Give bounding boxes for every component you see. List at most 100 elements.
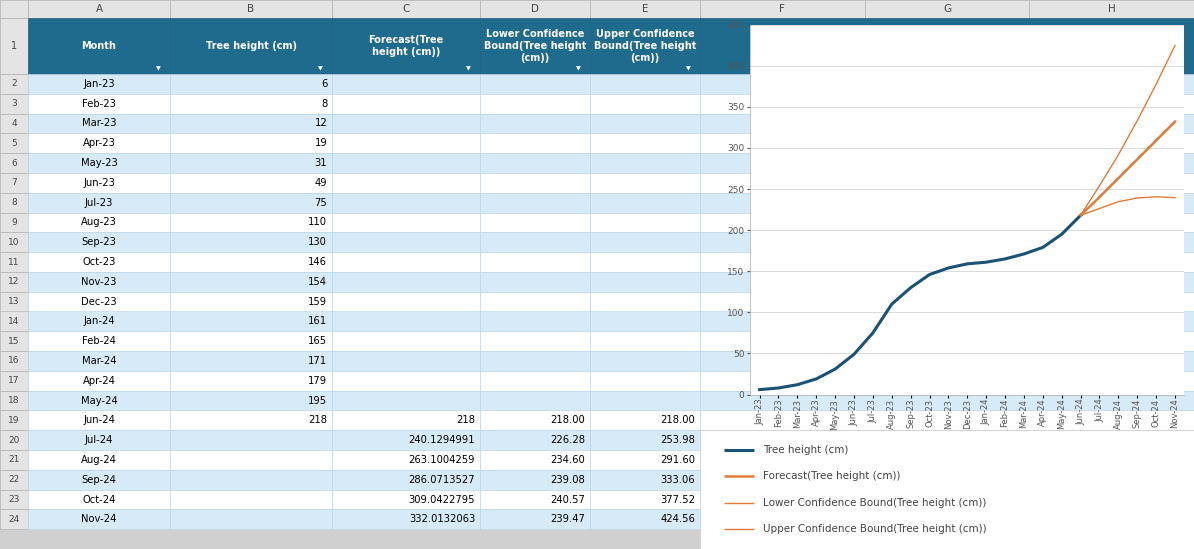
Text: Oct-23: Oct-23 bbox=[82, 257, 116, 267]
Text: Jun-24: Jun-24 bbox=[84, 416, 115, 425]
Text: 22: 22 bbox=[8, 475, 19, 484]
Bar bbox=[590, 173, 700, 193]
Bar bbox=[27, 272, 170, 292]
Tree height (cm) bbox=[960, 261, 974, 267]
Bar bbox=[170, 450, 332, 470]
Text: 1: 1 bbox=[11, 41, 17, 51]
Text: 218: 218 bbox=[308, 416, 327, 425]
Text: ▼: ▼ bbox=[155, 66, 160, 71]
Bar bbox=[332, 193, 480, 212]
Forecast(Tree height (cm)) bbox=[1168, 118, 1182, 125]
Bar bbox=[170, 193, 332, 212]
Bar bbox=[27, 391, 170, 411]
Bar bbox=[480, 272, 590, 292]
Bar bbox=[480, 114, 590, 133]
Bar bbox=[590, 133, 700, 153]
Bar bbox=[170, 311, 332, 331]
Bar bbox=[27, 252, 170, 272]
Bar bbox=[700, 153, 1194, 173]
Upper Confidence Bound(Tree height (cm)) bbox=[1073, 212, 1088, 219]
Text: ▼: ▼ bbox=[466, 66, 470, 71]
Bar bbox=[480, 509, 590, 529]
Text: 7: 7 bbox=[11, 178, 17, 187]
Bar bbox=[27, 18, 170, 74]
Bar bbox=[170, 331, 332, 351]
Bar bbox=[480, 311, 590, 331]
Bar bbox=[700, 351, 1194, 371]
Bar bbox=[27, 153, 170, 173]
Bar bbox=[27, 114, 170, 133]
Text: 6: 6 bbox=[11, 159, 17, 167]
Bar bbox=[0, 94, 27, 114]
Bar bbox=[332, 74, 480, 94]
Text: Jan-23: Jan-23 bbox=[84, 79, 115, 89]
Bar bbox=[170, 252, 332, 272]
Bar bbox=[170, 430, 332, 450]
Bar bbox=[590, 74, 700, 94]
Text: 20: 20 bbox=[8, 436, 19, 445]
Bar bbox=[0, 173, 27, 193]
Bar bbox=[700, 292, 1194, 311]
Text: 263.1004259: 263.1004259 bbox=[408, 455, 475, 465]
Bar bbox=[27, 133, 170, 153]
Bar bbox=[480, 94, 590, 114]
Bar bbox=[170, 411, 332, 430]
Text: Upper Confidence Bound(Tree height (cm)): Upper Confidence Bound(Tree height (cm)) bbox=[763, 524, 987, 534]
Bar bbox=[170, 351, 332, 371]
Text: 234.60: 234.60 bbox=[550, 455, 585, 465]
Bar bbox=[332, 232, 480, 252]
Forecast(Tree height (cm)) bbox=[1073, 212, 1088, 219]
Bar bbox=[480, 430, 590, 450]
Upper Confidence Bound(Tree height (cm)) bbox=[1168, 42, 1182, 49]
Bar bbox=[480, 212, 590, 232]
Bar bbox=[27, 430, 170, 450]
Text: 332.0132063: 332.0132063 bbox=[410, 514, 475, 524]
Text: Tree height (cm): Tree height (cm) bbox=[205, 41, 296, 51]
Bar bbox=[332, 0, 480, 18]
Text: 146: 146 bbox=[308, 257, 327, 267]
Bar bbox=[0, 292, 27, 311]
Bar bbox=[590, 509, 700, 529]
Bar bbox=[332, 133, 480, 153]
Text: B: B bbox=[247, 4, 254, 14]
Text: D: D bbox=[531, 4, 538, 14]
Upper Confidence Bound(Tree height (cm)) bbox=[1130, 117, 1144, 124]
Bar bbox=[590, 311, 700, 331]
Bar bbox=[27, 411, 170, 430]
Text: ▼: ▼ bbox=[318, 66, 322, 71]
Bar bbox=[480, 193, 590, 212]
Bar bbox=[700, 470, 1194, 490]
Bar bbox=[27, 232, 170, 252]
Bar bbox=[0, 133, 27, 153]
Text: 240.1294991: 240.1294991 bbox=[408, 435, 475, 445]
Text: 3: 3 bbox=[11, 99, 17, 108]
Bar bbox=[0, 212, 27, 232]
Text: 130: 130 bbox=[308, 237, 327, 247]
Text: Lower Confidence Bound(Tree height (cm)): Lower Confidence Bound(Tree height (cm)) bbox=[763, 498, 986, 508]
Bar bbox=[700, 509, 1194, 529]
Bar bbox=[170, 114, 332, 133]
Bar bbox=[332, 331, 480, 351]
Bar bbox=[590, 232, 700, 252]
Text: Dec-23: Dec-23 bbox=[81, 296, 117, 306]
Bar bbox=[480, 18, 590, 74]
Text: 8: 8 bbox=[321, 99, 327, 109]
Text: F: F bbox=[780, 4, 786, 14]
Bar bbox=[700, 94, 1194, 114]
Text: 9: 9 bbox=[11, 218, 17, 227]
Tree height (cm) bbox=[771, 385, 786, 391]
Upper Confidence Bound(Tree height (cm)) bbox=[1149, 81, 1163, 87]
Bar bbox=[27, 509, 170, 529]
Text: 161: 161 bbox=[308, 316, 327, 327]
Tree height (cm) bbox=[827, 366, 842, 372]
Bar bbox=[700, 0, 864, 18]
Text: 309.0422795: 309.0422795 bbox=[408, 495, 475, 505]
Text: 11: 11 bbox=[8, 257, 20, 266]
Bar bbox=[332, 450, 480, 470]
Text: Nov-24: Nov-24 bbox=[81, 514, 117, 524]
Bar bbox=[0, 0, 27, 18]
Bar bbox=[1029, 0, 1194, 18]
Text: 17: 17 bbox=[8, 376, 20, 385]
Text: Jul-23: Jul-23 bbox=[85, 198, 113, 208]
Bar bbox=[27, 74, 170, 94]
